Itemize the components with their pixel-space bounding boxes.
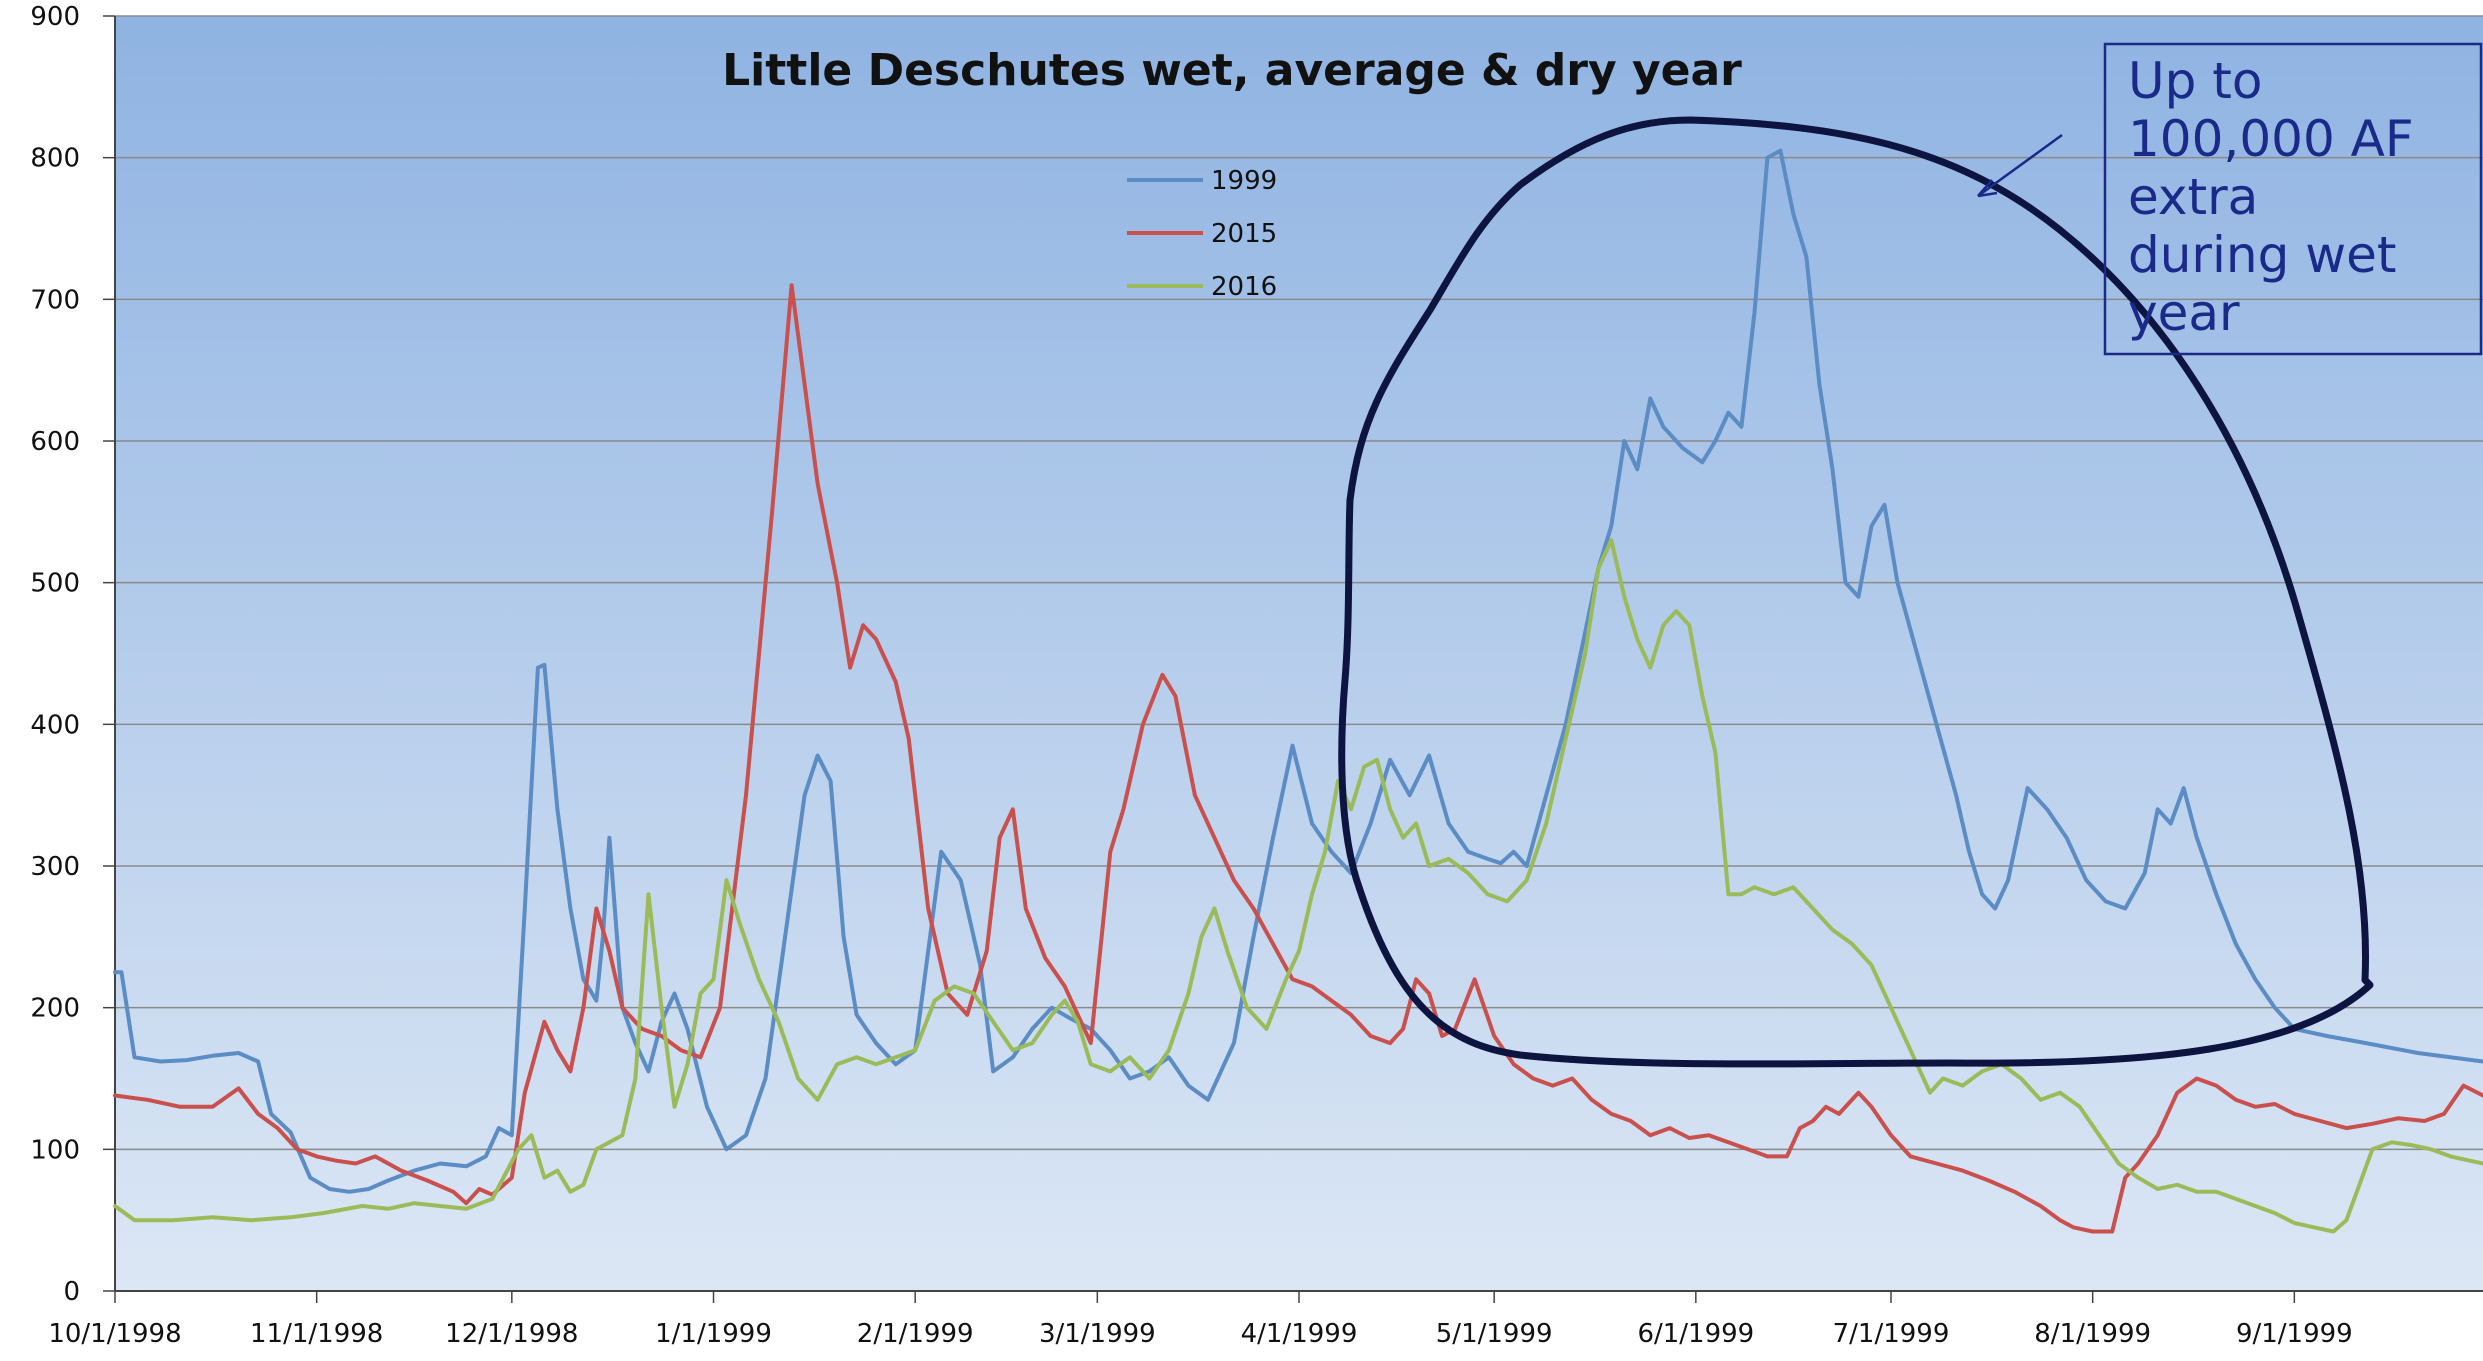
series-line-1999	[113, 148, 2483, 1194]
y-tick-label: 300	[30, 852, 80, 882]
x-tick-label: 1/1/1999	[655, 1319, 772, 1349]
y-tick-label: 900	[30, 2, 80, 32]
x-tick-label: 9/1/1999	[2236, 1319, 2353, 1349]
series-line-2016	[113, 538, 2483, 1234]
x-tick-label: 8/1/1999	[2034, 1319, 2151, 1349]
series-line-2015	[113, 283, 2483, 1234]
callout-text-line: extra	[2128, 168, 2258, 226]
y-tick-label: 200	[30, 994, 80, 1024]
callout-box	[2103, 42, 2483, 356]
y-tick-label: 500	[30, 569, 80, 599]
callout-text-line: year	[2128, 284, 2240, 342]
legend-label-1999: 1999	[1211, 166, 1277, 196]
x-tick-label: 10/1/1998	[48, 1319, 181, 1349]
x-tick-label: 4/1/1999	[1241, 1319, 1358, 1349]
callout-text-line: 100,000 AF	[2128, 110, 2414, 168]
y-tick-label: 600	[30, 427, 80, 457]
x-tick-label: 7/1/1999	[1833, 1319, 1950, 1349]
y-tick-label: 700	[30, 285, 80, 315]
y-tick-label: 400	[30, 710, 80, 740]
y-tick-label: 0	[63, 1277, 80, 1307]
axes: 0 100 200 300 400 500 600 700 800 900 10/1/1998 11/…	[30, 2, 2483, 1349]
x-tick-label: 6/1/1999	[1637, 1319, 1754, 1349]
callout-arrow-head	[1977, 179, 1998, 198]
legend-label-2016: 2016	[1211, 272, 1277, 302]
gridlines	[115, 15, 2483, 1151]
x-tick-label: 2/1/1999	[857, 1319, 974, 1349]
x-tick-label: 3/1/1999	[1039, 1319, 1156, 1349]
callout-text-line: Up to	[2128, 52, 2262, 110]
legend: 1999 2015 2016	[1127, 166, 1277, 302]
plot-background	[115, 16, 2483, 1291]
y-tick-label: 800	[30, 144, 80, 174]
callout-text-line: during wet	[2128, 226, 2396, 284]
x-tick-label: 12/1/1998	[445, 1319, 578, 1349]
chart-title: Little Deschutes wet, average & dry year	[722, 45, 1742, 96]
y-tick-label: 100	[30, 1135, 80, 1165]
legend-label-2015: 2015	[1211, 219, 1277, 249]
wet-year-highlight-ellipse	[1338, 116, 2374, 1068]
series-lines	[113, 148, 2483, 1234]
callout-arrow	[1977, 133, 2063, 198]
x-tick-label: 5/1/1999	[1436, 1319, 1553, 1349]
x-tick-label: 11/1/1998	[250, 1319, 383, 1349]
